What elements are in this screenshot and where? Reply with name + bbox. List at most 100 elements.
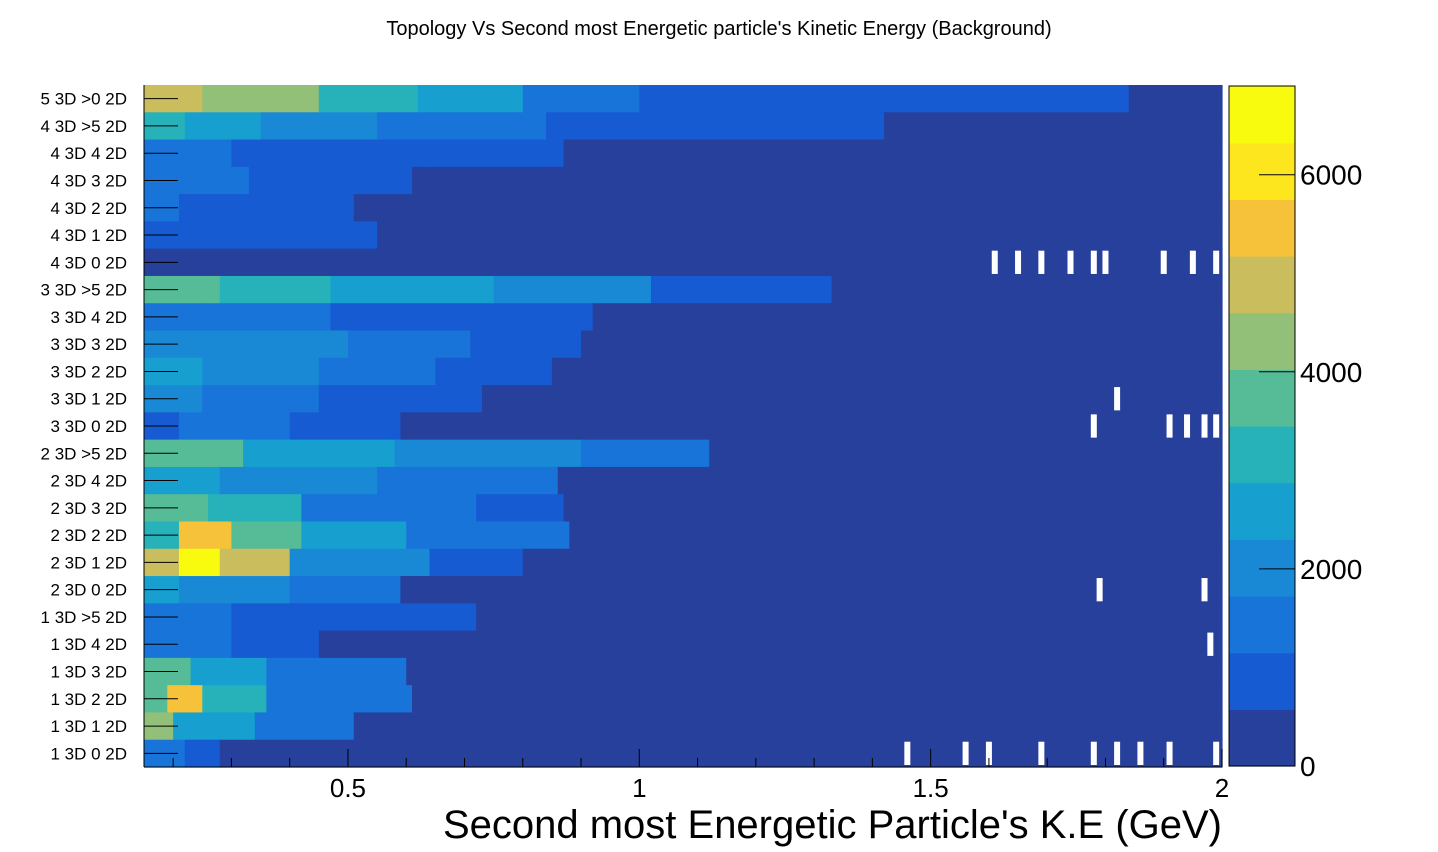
heatmap-cell (563, 494, 1223, 523)
x-tick-label: 0.5 (330, 773, 366, 803)
heatmap-cell (546, 112, 885, 141)
heatmap-cell (476, 494, 565, 523)
heatmap-cell (254, 712, 355, 741)
heatmap-cell (231, 603, 477, 632)
empty-bin (1189, 250, 1196, 274)
heatmap-cell (400, 576, 1223, 604)
z-tick-label: 2000 (1300, 554, 1362, 585)
y-axis-labels: 5 3D >0 2D 4 3D >5 2D 4 3D 4 2D 4 3D 3 2D 4 … (41, 90, 178, 763)
heatmap-cell (178, 248, 1223, 277)
empty-bin (1213, 414, 1220, 438)
heatmap-cell (289, 548, 431, 577)
empty-bin (1114, 387, 1121, 411)
x-axis-title: Second most Energetic Particle's K.E (Ge… (443, 803, 1222, 847)
palette-swatch (1229, 199, 1295, 257)
heatmap-cell (464, 303, 594, 332)
y-tick-label: 4 3D 3 2D (50, 171, 127, 190)
heatmap-cell (569, 521, 1223, 550)
heatmap-cell (219, 466, 378, 495)
heatmap-cell (243, 439, 396, 468)
empty-bin (1160, 250, 1167, 274)
chart-title: Topology Vs Second most Energetic partic… (386, 18, 1051, 40)
heatmap-cell (464, 194, 1223, 222)
heatmap-cell (318, 85, 361, 113)
heatmap-cell (231, 139, 431, 168)
empty-bin (1166, 414, 1173, 438)
empty-bin (1213, 741, 1220, 765)
empty-bin (1207, 632, 1214, 656)
heatmap-cell (412, 685, 1223, 714)
heatmap-cell (330, 275, 495, 304)
heatmap-cell (330, 303, 466, 332)
y-tick-label: 4 3D >5 2D (41, 117, 127, 136)
empty-bin (1201, 414, 1208, 438)
heatmap-cell (522, 85, 640, 113)
y-tick-label: 3 3D 2 2D (50, 362, 127, 381)
heatmap-cell (347, 330, 471, 359)
heatmap-cell (231, 521, 302, 550)
heatmap-cell (359, 85, 419, 113)
heatmap-cell (173, 712, 256, 741)
x-tick-label: 2 (1215, 773, 1229, 803)
heatmap-cell (417, 85, 524, 113)
empty-bin (1137, 741, 1144, 765)
heatmap-cell (254, 85, 320, 113)
empty-bin (1201, 578, 1208, 602)
heatmap-cell (318, 357, 436, 386)
empty-bin (1096, 578, 1103, 602)
heatmap-cell (178, 194, 355, 222)
heatmap-cell (178, 548, 221, 577)
heatmap-cell (202, 685, 267, 714)
heatmap-cell (592, 303, 1223, 332)
z-tick-label: 4000 (1300, 357, 1362, 388)
palette-swatch (1229, 369, 1295, 427)
heatmap-cell (318, 630, 390, 659)
heatmap-cell (202, 357, 320, 386)
heatmap-cell (546, 166, 1223, 195)
heatmap-cell (493, 275, 652, 304)
empty-bin (1184, 414, 1191, 438)
z-tick-label: 6000 (1300, 160, 1362, 191)
y-tick-label: 1 3D 3 2D (50, 663, 127, 682)
empty-bin (1102, 250, 1109, 274)
heatmap-cell (219, 275, 332, 304)
y-tick-label: 3 3D 1 2D (50, 390, 127, 409)
heatmap-cell (429, 139, 565, 168)
heatmap-cell (178, 139, 232, 168)
heatmap-cell (639, 85, 862, 113)
heatmap-cell (173, 85, 203, 113)
palette-swatch (1229, 142, 1295, 200)
y-tick-label: 3 3D 0 2D (50, 417, 127, 436)
palette-swatch (1229, 86, 1295, 144)
palette-swatch (1229, 652, 1295, 710)
heatmap-cell (860, 85, 1130, 113)
heatmap-cell (1128, 85, 1223, 113)
y-tick-label: 1 3D 4 2D (50, 635, 127, 654)
heatmap-cell (178, 221, 378, 250)
y-tick-label: 4 3D 4 2D (50, 144, 127, 163)
heatmap-cell (178, 412, 291, 441)
x-tick-label: 1.5 (913, 773, 949, 803)
palette-swatch (1229, 312, 1295, 370)
heatmap-cell (557, 466, 1223, 495)
empty-bin (962, 741, 969, 765)
y-tick-label: 1 3D 0 2D (50, 744, 127, 763)
y-tick-label: 4 3D 2 2D (50, 199, 127, 218)
y-tick-label: 2 3D 2 2D (50, 526, 127, 545)
heatmap-cell (470, 330, 582, 359)
heatmap-cell (301, 521, 407, 550)
y-tick-label: 1 3D >5 2D (41, 608, 127, 627)
heatmap-cell (289, 576, 401, 604)
y-tick-label: 2 3D 3 2D (50, 499, 127, 518)
empty-bin (1067, 250, 1074, 274)
empty-bin (1015, 250, 1022, 274)
heatmap-cell (231, 630, 320, 659)
heatmap-cell (476, 603, 1223, 632)
heatmap-cell (190, 657, 267, 686)
palette-swatch (1229, 596, 1295, 654)
heatmap-cell (377, 466, 559, 495)
empty-bin (1213, 250, 1220, 274)
heatmap-cell (202, 303, 332, 332)
y-tick-label: 2 3D 0 2D (50, 581, 127, 600)
